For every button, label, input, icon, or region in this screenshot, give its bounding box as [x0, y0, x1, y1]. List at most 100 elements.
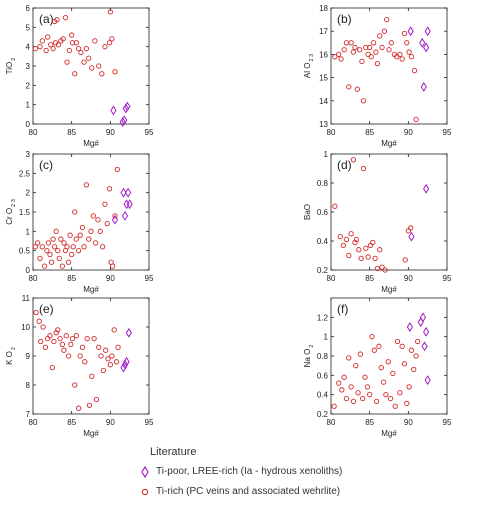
- x-tick-label: 85: [365, 418, 374, 427]
- y-axis-label: Al O2 3: [303, 54, 315, 78]
- data-point: [355, 390, 361, 396]
- data-point: [404, 400, 410, 407]
- series-ti_poor: [120, 327, 132, 373]
- data-point: [359, 58, 365, 65]
- plot-frame: [330, 7, 448, 125]
- data-point: [331, 403, 337, 409]
- data-point: [48, 259, 55, 265]
- series-ti_poor: [408, 183, 430, 242]
- data-point: [47, 251, 53, 258]
- y-tick-label: 1.5: [19, 208, 31, 217]
- data-point: [54, 16, 60, 23]
- series-ti_rich: [331, 334, 421, 409]
- x-tick-label: 85: [365, 274, 374, 283]
- data-point: [346, 84, 352, 90]
- panel-label: (f): [337, 302, 348, 316]
- series-ti_poor: [407, 26, 431, 92]
- data-point: [383, 392, 389, 398]
- data-point: [92, 240, 99, 246]
- diamond-marker-icon: [141, 466, 149, 478]
- data-point: [353, 363, 359, 369]
- data-point: [374, 265, 381, 272]
- data-point: [88, 228, 94, 234]
- y-tick-label: 1: [26, 227, 31, 236]
- x-tick-label: 90: [404, 274, 413, 283]
- data-point: [367, 44, 373, 51]
- y-tick-label: 15: [319, 74, 328, 83]
- data-point: [120, 362, 127, 373]
- data-point: [332, 203, 338, 209]
- x-tick-label: 90: [106, 418, 115, 427]
- data-point: [68, 341, 74, 348]
- data-point: [401, 361, 408, 367]
- data-point: [413, 353, 419, 359]
- data-point: [362, 374, 368, 380]
- data-point: [75, 45, 82, 52]
- data-point: [360, 395, 366, 402]
- data-point: [332, 54, 338, 60]
- data-point: [356, 47, 363, 53]
- data-point: [102, 201, 108, 207]
- data-point: [98, 353, 104, 359]
- data-point: [352, 44, 358, 51]
- data-point: [368, 54, 374, 60]
- data-point: [350, 398, 357, 405]
- data-point: [365, 51, 371, 58]
- data-point: [110, 263, 116, 269]
- data-point: [83, 182, 90, 188]
- data-point: [346, 252, 352, 259]
- legend-title: Literature: [150, 446, 197, 458]
- data-point: [370, 40, 377, 46]
- data-point: [32, 244, 38, 250]
- x-axis-label: Mg#: [381, 139, 397, 148]
- data-point: [372, 255, 378, 262]
- data-point: [89, 373, 95, 379]
- legend-item-ti-rich: Ti-rich (PC veins and associated wehrlit…: [141, 486, 386, 498]
- data-point: [99, 71, 105, 77]
- data-point: [363, 245, 369, 251]
- data-point: [343, 236, 350, 243]
- data-point: [51, 338, 57, 345]
- x-tick-label: 80: [29, 128, 38, 137]
- data-point: [59, 263, 66, 269]
- data-point: [42, 344, 49, 350]
- data-point: [392, 403, 398, 409]
- data-point: [343, 40, 350, 46]
- data-point: [367, 392, 373, 398]
- data-point: [96, 344, 102, 350]
- data-point: [50, 45, 56, 52]
- x-tick-label: 85: [67, 418, 76, 427]
- data-point: [65, 353, 72, 359]
- series-ti_rich: [32, 9, 118, 77]
- y-tick-label: 0.8: [317, 352, 329, 361]
- data-point: [348, 40, 354, 46]
- data-point: [380, 379, 387, 385]
- circle-marker-icon: [141, 488, 149, 496]
- y-tick-label: 0.2: [317, 266, 329, 275]
- data-point: [106, 186, 113, 192]
- data-point: [104, 220, 110, 227]
- x-tick-label: 80: [327, 274, 336, 283]
- data-point: [337, 233, 343, 240]
- x-tick-label: 80: [327, 128, 336, 137]
- data-point: [39, 38, 45, 44]
- data-point: [353, 236, 360, 243]
- data-point: [405, 228, 411, 234]
- data-point: [346, 355, 352, 361]
- data-point: [382, 267, 388, 273]
- data-point: [365, 254, 371, 260]
- data-point: [90, 213, 96, 219]
- data-point: [37, 255, 43, 262]
- data-point: [407, 26, 414, 37]
- data-point: [408, 54, 415, 60]
- y-tick-label: 9: [26, 352, 31, 361]
- data-point: [72, 71, 78, 77]
- x-tick-label: 95: [443, 274, 452, 283]
- data-point: [385, 359, 391, 365]
- data-point: [81, 244, 87, 250]
- x-tick-label: 95: [145, 274, 154, 283]
- y-tick-label: 11: [22, 294, 31, 303]
- data-point: [414, 338, 421, 345]
- data-point: [37, 44, 43, 50]
